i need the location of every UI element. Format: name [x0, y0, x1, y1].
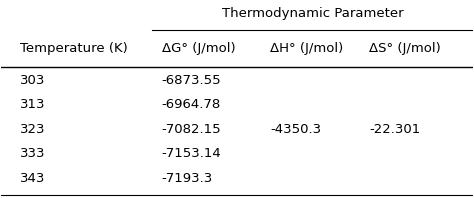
Text: ΔH° (J/mol): ΔH° (J/mol)	[270, 42, 343, 55]
Text: -7153.14: -7153.14	[162, 147, 221, 160]
Text: ΔS° (J/mol): ΔS° (J/mol)	[369, 42, 441, 55]
Text: 343: 343	[20, 171, 46, 185]
Text: ΔG° (J/mol): ΔG° (J/mol)	[162, 42, 235, 55]
Text: -4350.3: -4350.3	[270, 123, 321, 136]
Text: -6873.55: -6873.55	[162, 74, 221, 87]
Text: Thermodynamic Parameter: Thermodynamic Parameter	[221, 7, 403, 20]
Text: Temperature (K): Temperature (K)	[20, 42, 128, 55]
Text: 323: 323	[20, 123, 46, 136]
Text: -22.301: -22.301	[369, 123, 420, 136]
Text: -6964.78: -6964.78	[162, 98, 221, 111]
Text: 313: 313	[20, 98, 46, 111]
Text: 303: 303	[20, 74, 46, 87]
Text: -7082.15: -7082.15	[162, 123, 221, 136]
Text: 333: 333	[20, 147, 46, 160]
Text: -7193.3: -7193.3	[162, 171, 213, 185]
